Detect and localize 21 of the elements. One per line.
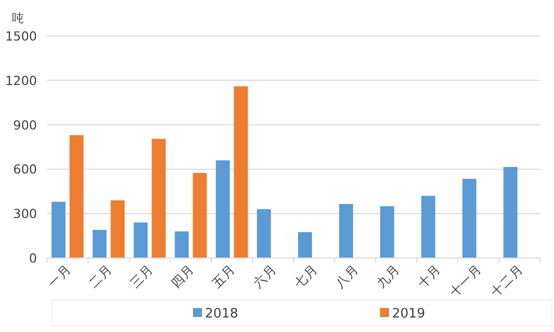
y-tick-label: 300 bbox=[13, 206, 38, 222]
x-tick-label: 七月 bbox=[291, 262, 320, 291]
y-axis-title: 吨 bbox=[12, 11, 24, 25]
legend-label: 2018 bbox=[205, 306, 238, 322]
legend-label: 2019 bbox=[392, 306, 426, 322]
y-tick-label: 0 bbox=[29, 250, 38, 266]
y-tick-label: 1200 bbox=[5, 72, 38, 88]
y-tick-label: 1500 bbox=[5, 28, 38, 44]
x-tick-label: 八月 bbox=[332, 262, 362, 291]
x-tick-label: 五月 bbox=[209, 262, 238, 291]
x-tick-label: 二月 bbox=[86, 262, 115, 291]
x-tick-label: 三月 bbox=[126, 262, 156, 291]
x-tick-label: 十二月 bbox=[487, 262, 526, 300]
x-tick-label: 九月 bbox=[373, 262, 402, 291]
y-tick-label: 600 bbox=[13, 162, 38, 177]
x-tick-label: 十月 bbox=[414, 262, 444, 291]
y-tick-label: 900 bbox=[13, 117, 38, 132]
x-tick-label: 一月 bbox=[44, 262, 74, 291]
x-tick-label: 六月 bbox=[250, 262, 280, 291]
x-tick-label: 四月 bbox=[168, 262, 197, 291]
x-tick-label: 十一月 bbox=[446, 262, 484, 300]
